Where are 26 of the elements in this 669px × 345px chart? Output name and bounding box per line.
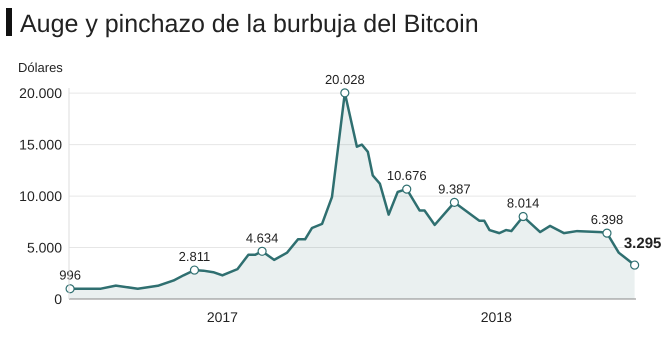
data-label: 4.634 [246, 230, 278, 246]
y-tick-label: 0 [54, 291, 62, 307]
data-label: 996 [59, 268, 81, 283]
point [258, 246, 267, 256]
point [450, 198, 459, 207]
point [518, 212, 528, 222]
data-label: 8.014 [506, 196, 540, 211]
data-label: 9.387 [438, 181, 471, 196]
data-label: 3.295 [624, 235, 662, 252]
y-axis-title: Dólares [18, 60, 64, 75]
point [402, 184, 412, 194]
point [190, 265, 200, 275]
point [340, 88, 350, 98]
chart-title: Auge y pinchazo de la burbuja del Bitcoin [20, 10, 479, 38]
x-tick-label: 2017 [206, 309, 238, 325]
y-tick-label: 10.000 [19, 188, 62, 204]
x-tick-label: 2018 [480, 309, 512, 325]
y-tick-label: 5.000 [26, 240, 62, 256]
data-label: 10.676 [386, 168, 427, 184]
point [602, 228, 612, 238]
data-label: 2.811 [178, 249, 210, 264]
y-tick-label: 20.000 [19, 85, 62, 102]
data-label: 20.028 [324, 72, 365, 87]
point [630, 260, 640, 270]
y-tick-label: 15.000 [19, 136, 62, 153]
data-label: 6.398 [590, 212, 624, 228]
